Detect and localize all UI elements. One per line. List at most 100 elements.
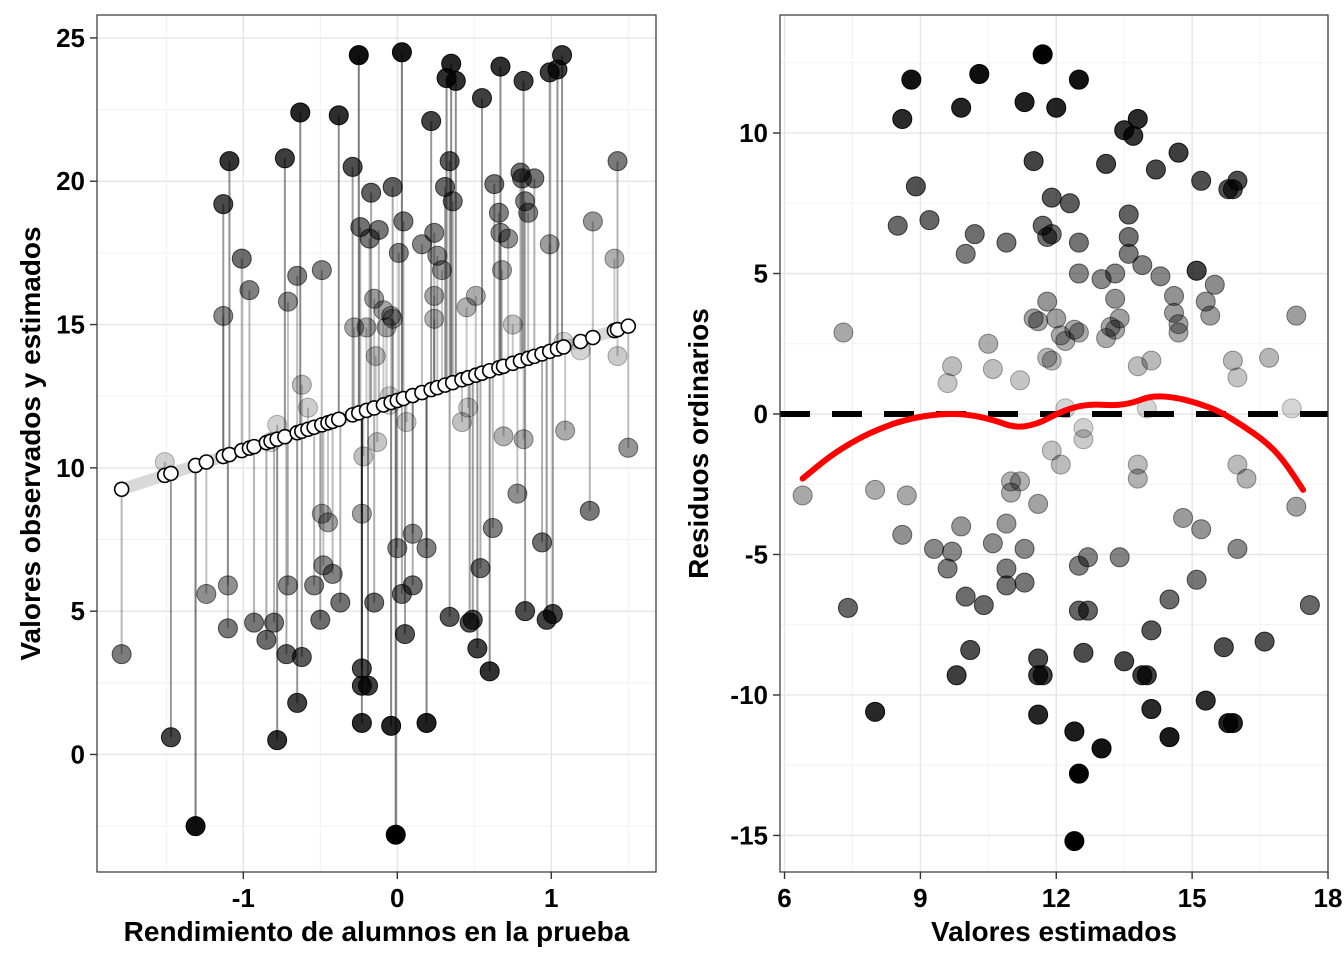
residual-point bbox=[1191, 170, 1212, 191]
residual-point bbox=[982, 359, 1003, 380]
observed-point bbox=[439, 606, 460, 627]
residual-point bbox=[1041, 440, 1062, 461]
observed-point bbox=[442, 191, 463, 212]
residual-point bbox=[1213, 637, 1234, 658]
y-tick-label: -15 bbox=[730, 820, 768, 850]
residual-point bbox=[1105, 288, 1126, 309]
fitted-point bbox=[113, 481, 130, 498]
residual-point bbox=[1096, 153, 1117, 174]
observed-point bbox=[311, 503, 332, 524]
residual-point bbox=[1200, 305, 1221, 326]
residual-point bbox=[1064, 319, 1085, 340]
residual-point bbox=[1159, 727, 1180, 748]
residual-point bbox=[1227, 367, 1248, 388]
observed-point bbox=[524, 168, 545, 189]
residual-point bbox=[1064, 831, 1085, 852]
observed-point bbox=[387, 538, 408, 559]
observed-point bbox=[287, 265, 308, 286]
observed-point bbox=[267, 730, 288, 751]
observed-point bbox=[431, 260, 452, 281]
residual-point bbox=[1028, 493, 1049, 514]
observed-point bbox=[342, 156, 363, 177]
fitted-point bbox=[163, 465, 179, 482]
residual-point bbox=[905, 176, 926, 197]
fitted-point bbox=[198, 454, 215, 470]
observed-point bbox=[196, 583, 217, 604]
observed-point bbox=[351, 712, 372, 733]
observed-point bbox=[382, 308, 403, 329]
observed-point bbox=[618, 437, 639, 458]
observed-point bbox=[277, 291, 298, 312]
observed-point bbox=[304, 575, 325, 596]
residual-point bbox=[996, 575, 1017, 596]
residual-point bbox=[1037, 347, 1058, 368]
residual-point bbox=[1073, 429, 1094, 450]
residual-point bbox=[1299, 595, 1320, 616]
x-tick-label: 15 bbox=[1178, 883, 1207, 913]
observed-point bbox=[291, 374, 312, 395]
observed-point bbox=[484, 174, 505, 195]
residual-point bbox=[1127, 454, 1148, 475]
residual-point bbox=[1064, 721, 1085, 742]
observed-point bbox=[393, 211, 414, 232]
residual-point bbox=[1041, 224, 1062, 245]
residual-point bbox=[996, 558, 1017, 579]
observed-point bbox=[424, 308, 445, 329]
residual-point bbox=[1032, 44, 1053, 65]
residual-point bbox=[937, 373, 958, 394]
residual-point bbox=[1222, 713, 1243, 734]
residual-point bbox=[892, 108, 913, 129]
residual-point bbox=[1068, 322, 1089, 343]
observed-point bbox=[217, 618, 238, 639]
residual-point bbox=[1123, 125, 1144, 146]
residual-point bbox=[969, 64, 990, 85]
residual-point bbox=[1023, 151, 1044, 172]
observed-point bbox=[471, 88, 492, 109]
residual-point bbox=[1028, 704, 1049, 725]
observed-point bbox=[287, 692, 308, 713]
observed-point bbox=[604, 248, 625, 269]
residual-point bbox=[1100, 316, 1121, 337]
observed-point bbox=[381, 715, 402, 736]
residual-point bbox=[837, 597, 858, 618]
observed-point bbox=[532, 532, 553, 553]
residual-point bbox=[1041, 187, 1062, 208]
observed-point bbox=[396, 412, 417, 433]
residual-point bbox=[1091, 269, 1112, 290]
residual-point bbox=[887, 215, 908, 236]
observed-point bbox=[507, 483, 528, 504]
observed-point bbox=[291, 647, 312, 668]
observed-point bbox=[515, 191, 536, 212]
residual-point bbox=[1000, 482, 1021, 503]
observed-point bbox=[470, 558, 491, 579]
residual-point bbox=[792, 485, 813, 506]
residual-point bbox=[1168, 142, 1189, 163]
observed-point bbox=[411, 234, 432, 255]
observed-point bbox=[358, 675, 379, 696]
residual-point bbox=[1068, 69, 1089, 90]
residual-point bbox=[955, 586, 976, 607]
observed-point bbox=[290, 102, 311, 123]
observed-point bbox=[351, 503, 372, 524]
observed-point bbox=[373, 300, 394, 321]
observed-point bbox=[579, 500, 600, 521]
y-tick-label: 0 bbox=[754, 399, 768, 429]
residual-point bbox=[1168, 322, 1189, 343]
observed-point bbox=[344, 317, 365, 338]
residual-point bbox=[1204, 274, 1225, 295]
y-tick-label: 10 bbox=[56, 453, 85, 483]
observed-point bbox=[361, 182, 382, 203]
observed-point bbox=[513, 429, 534, 450]
observed-point bbox=[421, 111, 442, 132]
observed-point bbox=[394, 624, 415, 645]
observed-point bbox=[213, 194, 234, 215]
y-tick-label: 15 bbox=[56, 310, 85, 340]
x-tick-label: 12 bbox=[1042, 883, 1071, 913]
observed-point bbox=[330, 592, 351, 613]
residual-point bbox=[964, 224, 985, 245]
residual-point bbox=[1096, 328, 1117, 349]
left-residual-segments bbox=[120, 52, 630, 835]
